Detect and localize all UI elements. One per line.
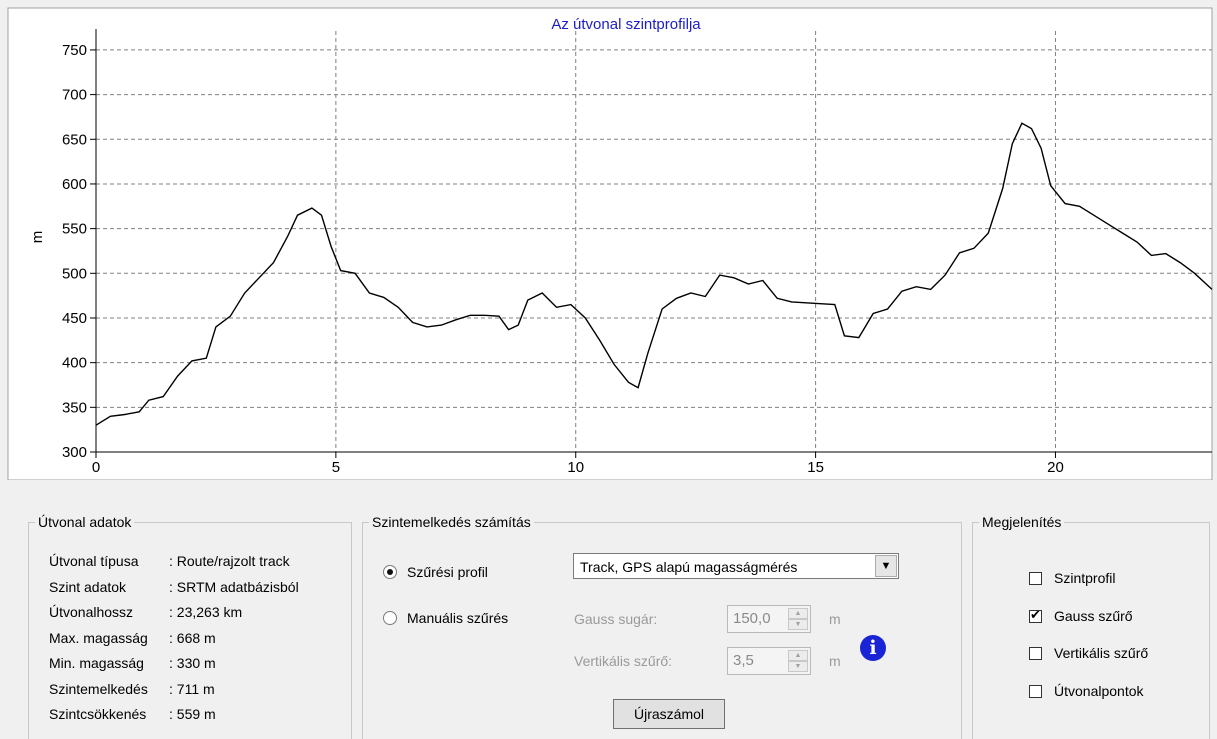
route-info-label: Szintcsökkenés	[49, 706, 147, 722]
info-icon[interactable]: i	[860, 635, 886, 661]
display-group: Megjelenítés Szintprofil ✔ Gauss szűrő Vert…	[972, 513, 1210, 739]
x-tick-label: 15	[807, 459, 824, 476]
y-tick-label: 650	[62, 131, 87, 148]
route-info-value: : 668 m	[169, 629, 216, 646]
vertical-filter-value[interactable]: 3,5	[733, 652, 754, 669]
display-option-label: Szintprofil	[1054, 570, 1116, 586]
elevation-profile-line	[95, 122, 1213, 426]
vertical-filter-unit: m	[829, 653, 841, 669]
stepper-down-icon[interactable]: ▼	[788, 661, 808, 672]
route-info-label: Szintemelkedés	[49, 680, 148, 697]
gauss-radius-stepper[interactable]: 150,0 ▲ ▼	[727, 605, 811, 633]
display-option-checkbox[interactable]: Vertikális szűrő	[1029, 644, 1148, 662]
route-info-value: : SRTM adatbázisból	[169, 578, 299, 595]
chevron-down-icon[interactable]: ▼	[875, 555, 897, 577]
x-tick-label: 0	[92, 459, 100, 476]
y-axis-label: m	[29, 231, 46, 244]
display-option-checkbox[interactable]: ✔ Gauss szűrő	[1029, 607, 1133, 625]
display-option-label: Útvonalpontok	[1054, 682, 1144, 699]
route-data-title: Útvonal adatok	[35, 513, 135, 531]
x-tick-label: 5	[332, 459, 340, 476]
checkbox-box[interactable]	[1029, 647, 1042, 660]
route-info-label: Szint adatok	[49, 578, 127, 595]
y-tick-label: 400	[62, 355, 87, 372]
grid-lines	[96, 31, 1212, 452]
vertical-filter-label: Vertikális szűrő:	[574, 653, 673, 669]
radio-manual-filter-label: Manuális szűrés	[407, 610, 509, 626]
vertical-filter-stepper[interactable]: 3,5 ▲ ▼	[727, 647, 811, 675]
filter-profile-select[interactable]: Track, GPS alapú magasságmérés ▼	[573, 553, 899, 579]
route-info-row: Útvonal típusa : Route/rajzolt track	[49, 551, 290, 571]
y-tick-label: 600	[62, 176, 87, 193]
route-data-group: Útvonal adatok Útvonal típusa : Route/raj…	[28, 513, 352, 739]
y-tick-label: 350	[62, 399, 87, 416]
route-info-value: : 330 m	[169, 655, 216, 671]
stepper-up-icon[interactable]: ▲	[788, 608, 808, 619]
route-info-row: Max. magasság : 668 m	[49, 628, 216, 648]
elevation-chart: Az útvonal szintprofilja 300 350 400 450 500…	[7, 7, 1213, 480]
display-option-checkbox[interactable]: Útvonalpontok	[1029, 682, 1144, 700]
radio-manual-filter-dot[interactable]	[383, 611, 397, 625]
y-tick-label: 750	[62, 42, 87, 59]
gauss-radius-label: Gauss sugár:	[574, 611, 658, 627]
tick-labels: 300 350 400 450 500 550 600 650 700 750 0 5 10 15 20	[62, 42, 1064, 476]
recalculate-button[interactable]: Újraszámol	[613, 699, 725, 729]
checkbox-box[interactable]	[1029, 684, 1042, 698]
filter-profile-select-value: Track, GPS alapú magasságmérés	[580, 559, 798, 575]
route-info-value: : 23,263 km	[169, 604, 243, 620]
checkmark-icon: ✔	[1030, 606, 1041, 622]
y-tick-label: 450	[62, 310, 87, 327]
elevation-calc-group: Szintemelkedés számítás Szűrési profil M…	[362, 513, 962, 739]
display-option-checkbox[interactable]: Szintprofil	[1029, 569, 1115, 587]
stepper-down-icon[interactable]: ▼	[788, 619, 808, 630]
checkbox-box[interactable]	[1029, 572, 1042, 585]
radio-filter-profile[interactable]: Szűrési profil	[383, 563, 488, 581]
route-info-row: Útvonalhossz : 23,263 km	[49, 602, 242, 622]
x-tick-label: 20	[1047, 459, 1064, 476]
display-option-label: Vertikális szűrő	[1054, 645, 1149, 661]
gauss-radius-value[interactable]: 150,0	[733, 610, 771, 627]
route-info-row: Min. magasság : 330 m	[49, 653, 216, 673]
route-info-row: Szintemelkedés : 711 m	[49, 679, 215, 699]
x-tick-label: 10	[567, 459, 584, 476]
chart-frame	[7, 7, 1213, 480]
route-info-label: Útvonalhossz	[49, 604, 134, 620]
checkbox-box[interactable]: ✔	[1029, 606, 1042, 623]
stepper-up-icon[interactable]: ▲	[788, 650, 808, 661]
route-info-label: Min. magasság	[49, 655, 144, 671]
y-tick-label: 300	[62, 444, 87, 461]
route-info-row: Szint adatok : SRTM adatbázisból	[49, 577, 299, 597]
route-info-label: Max. magasság	[49, 629, 148, 646]
y-tick-label: 700	[62, 87, 87, 104]
radio-manual-filter[interactable]: Manuális szűrés	[383, 609, 508, 627]
axes	[90, 29, 1212, 458]
route-info-value: : Route/rajzolt track	[169, 553, 290, 569]
route-info-row: Szintcsökkenés : 559 m	[49, 704, 216, 724]
elevation-calc-title: Szintemelkedés számítás	[369, 513, 534, 531]
display-title: Megjelenítés	[979, 513, 1065, 531]
route-info-value: : 559 m	[169, 706, 216, 722]
gauss-radius-unit: m	[829, 611, 841, 627]
radio-filter-profile-label: Szűrési profil	[407, 564, 488, 580]
y-tick-label: 500	[62, 265, 87, 282]
y-tick-label: 550	[62, 221, 87, 238]
display-option-label: Gauss szűrő	[1054, 607, 1133, 624]
radio-filter-profile-dot[interactable]	[383, 565, 397, 579]
route-info-value: : 711 m	[169, 680, 215, 697]
route-info-label: Útvonal típusa	[49, 553, 139, 569]
chart-title: Az útvonal szintprofilja	[551, 16, 701, 33]
